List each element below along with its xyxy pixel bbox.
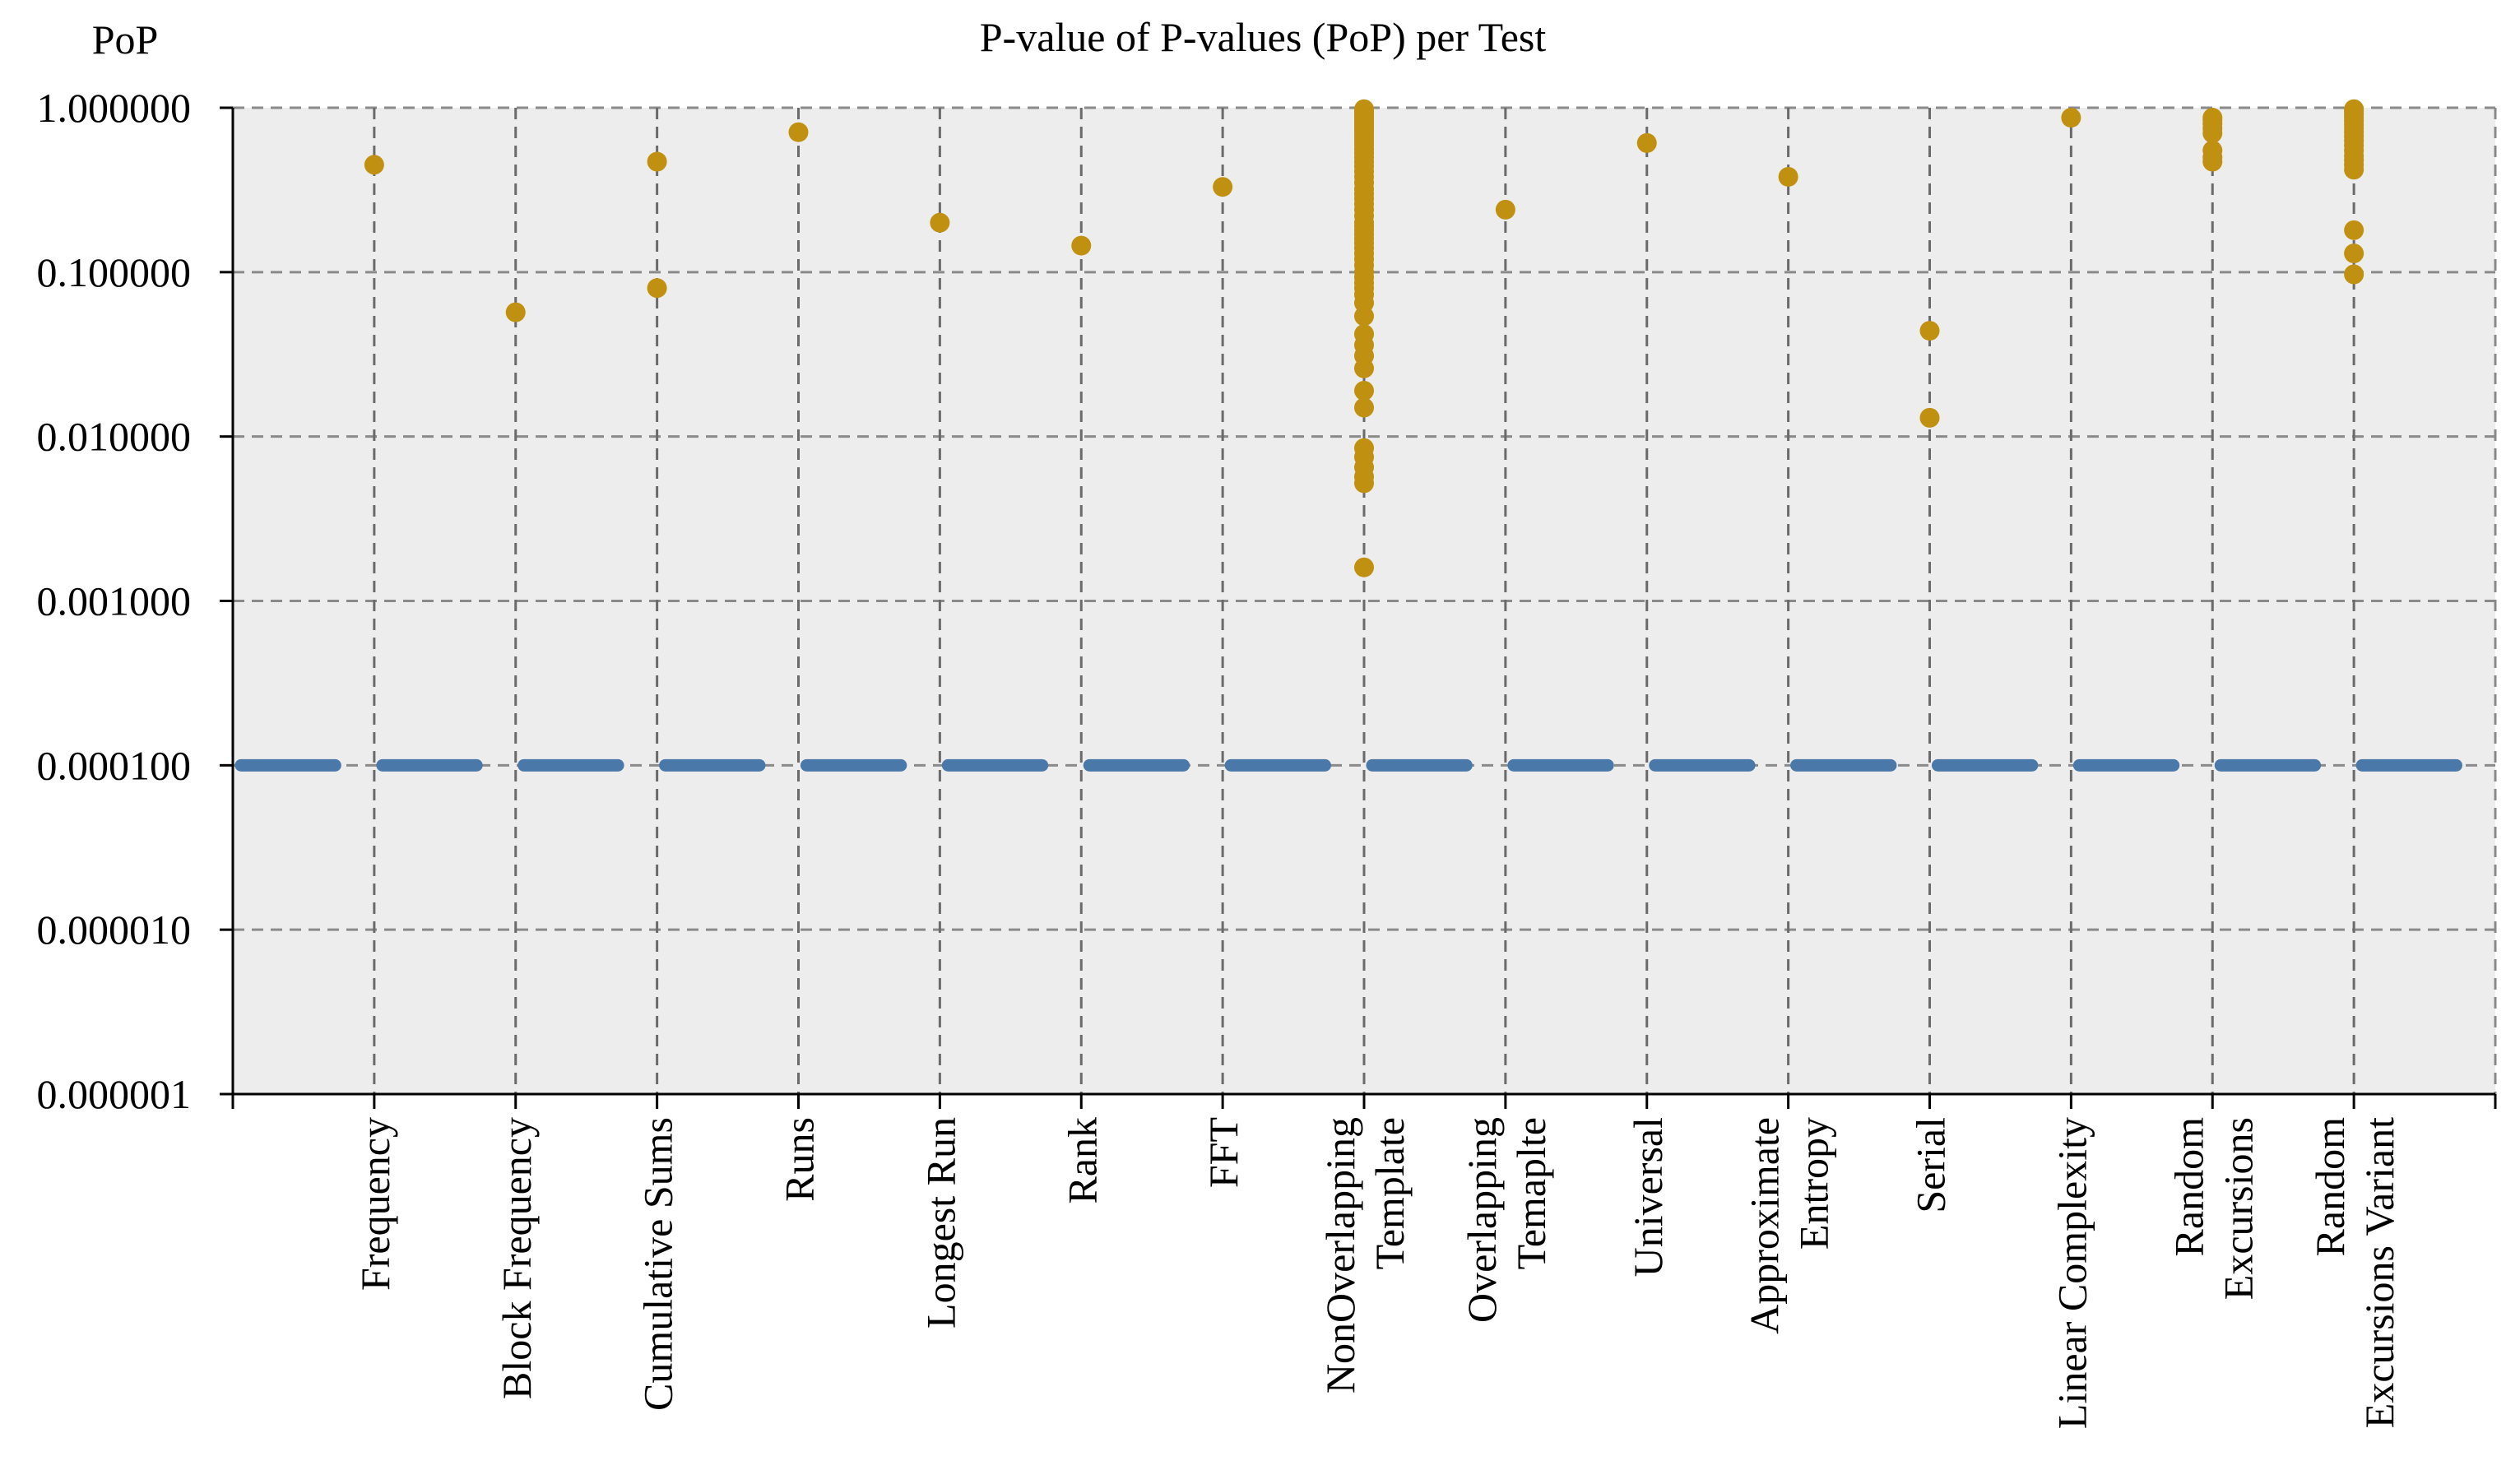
data-point <box>647 278 667 299</box>
x-tick-label: Longest Run <box>917 1117 963 1329</box>
data-point <box>1354 380 1374 401</box>
data-point <box>930 212 950 233</box>
x-tick-label: FFT <box>1200 1117 1246 1188</box>
data-point <box>1919 321 1940 341</box>
data-point <box>1778 166 1798 187</box>
x-tick-label: Linear Complexity <box>2049 1117 2095 1429</box>
x-tick-label: Overlapping <box>1459 1117 1505 1323</box>
y-tick-label: 0.000010 <box>37 907 192 953</box>
data-point <box>505 302 526 322</box>
data-point <box>1071 235 1092 256</box>
x-tick-label: Serial <box>1908 1117 1954 1213</box>
data-point <box>2344 264 2364 285</box>
data-point <box>647 151 667 172</box>
data-point <box>364 155 384 175</box>
x-tick-label: Runs <box>777 1117 823 1202</box>
x-tick-label: Rank <box>1059 1117 1105 1204</box>
data-point <box>1919 407 1940 428</box>
x-tick-label: Frequency <box>352 1117 398 1291</box>
data-points <box>364 99 2364 577</box>
x-tick-label: Excursions Variant <box>2356 1117 2402 1428</box>
y-tick-label: 0.000100 <box>37 742 192 788</box>
x-tick-label: Universal <box>1625 1117 1671 1277</box>
x-tick-label: Excursions <box>2215 1117 2261 1300</box>
data-point <box>1354 358 1374 378</box>
y-tick-label: 0.000001 <box>37 1071 192 1117</box>
data-point <box>2061 108 2081 128</box>
axes <box>220 106 2497 1109</box>
x-tick-label: Approximate <box>1742 1117 1788 1334</box>
y-tick-labels: 1.000000 0.100000 0.010000 0.001000 0.000100… <box>37 85 192 1117</box>
data-point <box>1354 397 1374 418</box>
y-tick-label: 0.010000 <box>37 414 192 460</box>
x-tick-labels: Frequency Block Frequency Cumulative Sums R… <box>352 1117 2402 1429</box>
x-tick-label: Template <box>1367 1117 1413 1269</box>
y-axis-label: PoP <box>92 16 159 63</box>
data-point <box>1354 306 1374 327</box>
y-tick-label: 0.100000 <box>37 249 192 295</box>
x-tick-label: Block Frequency <box>494 1117 540 1399</box>
x-tick-label: Entropy <box>1791 1117 1837 1250</box>
y-tick-label: 1.000000 <box>37 85 192 131</box>
data-point <box>788 122 809 142</box>
x-tick-label: NonOverlapping <box>1317 1117 1363 1394</box>
data-point <box>2344 243 2364 264</box>
grid-lines <box>233 106 2497 1094</box>
data-point <box>2202 123 2223 143</box>
x-tick-label: Random <box>2165 1117 2211 1257</box>
data-point <box>1354 557 1374 577</box>
data-point <box>1495 199 1515 220</box>
x-tick-label: Temaplte <box>1508 1117 1554 1269</box>
data-point <box>2344 160 2364 180</box>
x-tick-label: Cumulative Sums <box>635 1117 681 1411</box>
data-point <box>1213 177 1233 197</box>
chart-title: P-value of P-values (PoP) per Test <box>980 14 1547 60</box>
x-tick-label: Random <box>2307 1117 2353 1257</box>
data-point <box>2344 220 2364 240</box>
y-tick-label: 0.001000 <box>37 578 192 624</box>
data-point <box>1354 473 1374 494</box>
data-point <box>2202 151 2223 172</box>
data-point <box>1636 132 1657 153</box>
